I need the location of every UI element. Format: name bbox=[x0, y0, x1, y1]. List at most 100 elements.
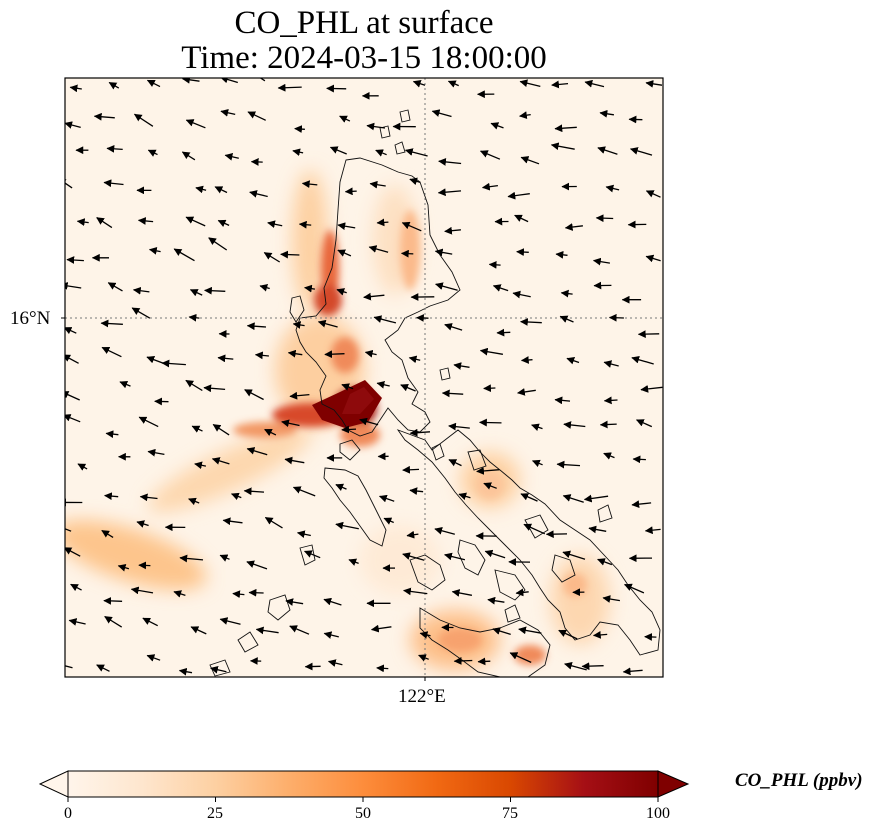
wind-arrow bbox=[444, 323, 463, 331]
wind-arrow bbox=[285, 598, 304, 606]
wind-arrow bbox=[551, 80, 569, 89]
wind-arrow bbox=[453, 657, 473, 665]
wind-arrow bbox=[514, 214, 529, 223]
wind-arrow bbox=[608, 313, 624, 322]
wind-arrow bbox=[383, 517, 394, 525]
wind-arrow bbox=[287, 349, 303, 358]
wind-arrow bbox=[566, 357, 580, 365]
wind-arrow bbox=[556, 460, 581, 469]
wind-arrow bbox=[65, 282, 82, 290]
wind-arrow bbox=[181, 151, 196, 161]
wind-arrow bbox=[599, 420, 617, 429]
wind-arrow bbox=[335, 521, 359, 530]
wind-arrow bbox=[335, 483, 347, 491]
wind-arrow bbox=[448, 459, 462, 467]
wind-arrow bbox=[139, 493, 158, 502]
wind-arrow bbox=[173, 248, 195, 262]
wind-arrow bbox=[217, 354, 234, 363]
wind-arrow bbox=[214, 186, 228, 194]
wind-arrow bbox=[344, 187, 357, 196]
wind-arrow bbox=[584, 79, 605, 88]
wind-arrow bbox=[267, 220, 283, 229]
wind-arrow bbox=[406, 530, 419, 539]
wind-arrow bbox=[603, 360, 619, 368]
wind-arrow bbox=[76, 218, 89, 226]
wind-arrow bbox=[65, 665, 73, 669]
wind-arrow bbox=[189, 289, 203, 297]
wind-arrow bbox=[137, 217, 154, 225]
wind-arrow bbox=[212, 423, 230, 436]
wind-arrow bbox=[101, 346, 122, 358]
wind-arrow bbox=[479, 418, 502, 427]
wind-arrow bbox=[518, 626, 542, 635]
wind-arrow bbox=[255, 626, 279, 635]
wind-arrow bbox=[69, 84, 82, 93]
wind-arrow bbox=[147, 149, 158, 157]
wind-arrow bbox=[148, 247, 161, 255]
wind-arrow bbox=[339, 115, 351, 123]
wind-arrow bbox=[364, 349, 377, 358]
wind-arrow bbox=[603, 452, 615, 460]
wind-arrow bbox=[210, 665, 227, 674]
wind-arrow bbox=[409, 487, 424, 495]
map-frame bbox=[64, 77, 664, 678]
wind-arrow bbox=[107, 282, 123, 292]
wind-arrow bbox=[401, 221, 422, 232]
wind-arrow bbox=[597, 146, 618, 155]
wind-arrow bbox=[104, 492, 119, 501]
wind-arrow bbox=[96, 664, 110, 672]
wind-arrow bbox=[133, 113, 154, 127]
wind-arrow bbox=[588, 525, 607, 534]
wind-arrow bbox=[138, 561, 151, 570]
wind-arrow bbox=[409, 177, 421, 186]
wind-arrow bbox=[418, 654, 429, 662]
wind-arrow bbox=[531, 423, 543, 431]
wind-arrow bbox=[562, 550, 586, 560]
colorbar-extend-low bbox=[38, 770, 69, 798]
wind-arrow bbox=[481, 182, 498, 191]
wind-arrow bbox=[179, 554, 204, 563]
wind-arrow bbox=[301, 180, 318, 189]
wind-arrow bbox=[77, 463, 88, 471]
wind-arrow bbox=[264, 516, 283, 529]
wind-arrow bbox=[323, 597, 342, 606]
wind-arrow bbox=[108, 81, 120, 90]
wind-arrow bbox=[416, 314, 429, 322]
wind-arrow bbox=[402, 465, 420, 474]
wind-arrow bbox=[65, 391, 80, 401]
wind-arrow bbox=[324, 350, 345, 359]
wind-arrow bbox=[246, 560, 268, 570]
wind-arrow bbox=[496, 328, 511, 337]
wind-arrow bbox=[444, 552, 466, 561]
wind-arrow bbox=[208, 237, 228, 251]
wind-arrow bbox=[191, 425, 203, 433]
wind-arrow bbox=[550, 142, 575, 151]
wind-arrow bbox=[138, 416, 159, 428]
wind-arrow bbox=[117, 564, 130, 572]
wind-arrow bbox=[520, 156, 540, 165]
wind-arrow bbox=[451, 589, 473, 597]
wind-arrow bbox=[211, 457, 230, 465]
wind-arrow bbox=[292, 486, 316, 497]
wind-arrow bbox=[341, 383, 354, 391]
wind-arrow bbox=[434, 248, 453, 257]
wind-arrow bbox=[520, 318, 542, 326]
wind-arrow bbox=[605, 184, 620, 193]
wind-arrow bbox=[132, 286, 150, 295]
wind-arrow bbox=[185, 379, 203, 392]
wind-arrow bbox=[230, 492, 242, 501]
wind-arrow bbox=[480, 150, 501, 160]
wind-arrow bbox=[203, 384, 226, 393]
wind-arrow bbox=[563, 421, 586, 429]
wind-arrow bbox=[284, 456, 305, 465]
wind-arrow bbox=[602, 595, 621, 603]
wind-arrow bbox=[516, 248, 529, 256]
wind-arrow bbox=[259, 284, 270, 292]
latitude-tick-label: 16°N bbox=[10, 308, 51, 329]
wind-arrow bbox=[484, 549, 506, 559]
wind-arrow bbox=[292, 148, 304, 157]
wind-arrow bbox=[366, 122, 386, 131]
wind-arrow bbox=[644, 526, 661, 535]
wind-arrow bbox=[509, 652, 532, 663]
wind-arrow bbox=[419, 631, 431, 639]
